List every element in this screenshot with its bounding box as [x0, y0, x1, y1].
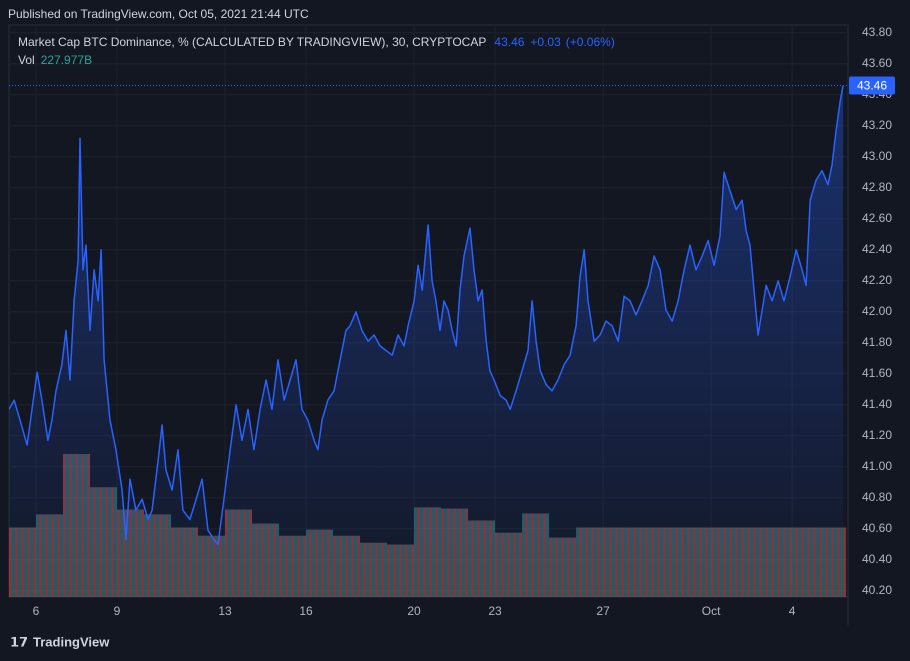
y-tick-label: 42.60 [862, 211, 892, 225]
y-tick-label: 40.40 [862, 552, 892, 566]
y-tick-label: 42.80 [862, 180, 892, 194]
last-price-box [849, 76, 895, 95]
last-price-label: 43.46 [857, 79, 887, 93]
y-tick-label: 41.20 [862, 428, 892, 442]
y-tick-label: 40.60 [862, 521, 892, 535]
x-tick-label: 20 [407, 604, 421, 618]
x-tick-label: 27 [596, 604, 610, 618]
x-tick-label: 9 [114, 604, 121, 618]
x-tick-label: Oct [702, 604, 721, 618]
footer-logo: 𝟭𝟳 [10, 634, 28, 649]
legend-change: +0.03 [530, 35, 561, 49]
logo-mark: 𝟭𝟳 [10, 634, 28, 649]
y-tick-label: 41.80 [862, 335, 892, 349]
footer-text: TradingView [33, 634, 110, 649]
legend-change-percent: (+0.06%) [566, 35, 615, 49]
x-tick-label: 16 [299, 604, 313, 618]
y-tick-label: 43.00 [862, 149, 892, 163]
y-tick-label: 40.80 [862, 490, 892, 504]
y-tick-label: 43.20 [862, 118, 892, 132]
price-line-group [9, 85, 844, 597]
volume-legend-value: 227.977B [41, 53, 92, 67]
price-line [9, 85, 844, 546]
y-tick-label: 40.20 [862, 583, 892, 597]
legend-last-value: 43.46 [494, 35, 524, 49]
y-tick-label: 42.40 [862, 242, 892, 256]
y-tick-label: 42.20 [862, 273, 892, 287]
x-tick-label: 13 [218, 604, 232, 618]
x-tick-label: 23 [488, 604, 502, 618]
publish-header: Published on TradingView.com, Oct 05, 20… [8, 7, 309, 21]
area-fill [9, 85, 844, 597]
y-tick-label: 41.40 [862, 397, 892, 411]
x-tick-label: 6 [33, 604, 40, 618]
y-tick-label: 41.00 [862, 459, 892, 473]
volume-legend-name: Vol [18, 53, 35, 67]
y-tick-label: 42.00 [862, 304, 892, 318]
y-tick-label: 41.60 [862, 366, 892, 380]
y-tick-label: 43.80 [862, 25, 892, 39]
y-tick-label: 43.60 [862, 56, 892, 70]
x-tick-label: 4 [789, 604, 796, 618]
legend-title: Market Cap BTC Dominance, % (CALCULATED … [18, 35, 486, 49]
axes: 40.20 40.40 40.60 40.80 41.00 41.20 41.40 41.60… [33, 25, 893, 618]
